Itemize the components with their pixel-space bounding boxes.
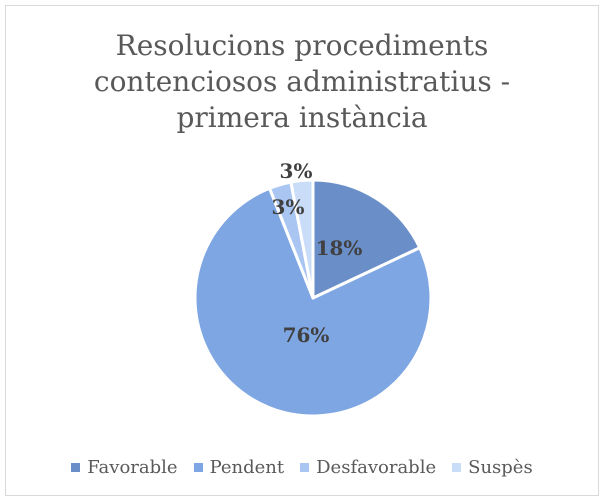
data-label-favorable: 18% [316,236,363,260]
legend-item-pendent: Pendent [193,457,285,478]
legend-item-favorable: Favorable [71,457,178,478]
legend-swatch [300,463,310,472]
pie-slice-pendent [193,186,433,418]
legend-label: Pendent [209,457,285,478]
legend-label: Favorable [87,457,178,478]
chart-title: Resolucions procediments contenciosos ad… [93,29,511,134]
data-label-suspès: 3% [280,159,313,183]
pie-slice-suspès [289,178,315,300]
data-label-desfavorable: 3% [272,195,305,219]
legend-label: Desfavorable [316,457,437,478]
legend-label: Suspès [468,457,533,478]
legend-swatch [193,463,203,472]
chart-legend: Favorable Pendent Desfavorable Suspès [0,457,604,478]
legend-swatch [71,463,81,472]
data-label-pendent: 76% [283,323,330,347]
pie-slice-favorable [311,178,422,300]
legend-swatch [452,463,462,472]
legend-item-desfavorable: Desfavorable [300,457,436,478]
legend-item-suspès: Suspès [452,457,533,478]
